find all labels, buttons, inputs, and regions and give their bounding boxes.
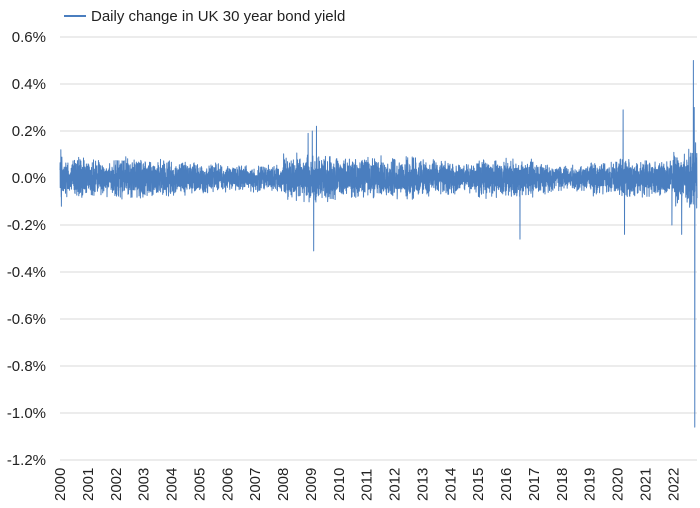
y-tick-label: -0.4%: [7, 264, 46, 281]
x-tick-label: 2022: [665, 468, 682, 501]
x-tick-label: 2011: [359, 469, 376, 501]
y-tick-label: 0.0%: [12, 170, 46, 187]
y-tick-label: -0.2%: [7, 217, 46, 234]
y-tick-label: 0.6%: [12, 29, 46, 46]
y-tick-label: 0.4%: [12, 76, 46, 93]
gridlines: [60, 36, 697, 461]
x-tick-label: 2019: [582, 468, 599, 501]
x-tick-label: 2010: [331, 468, 348, 501]
x-tick-label: 2012: [387, 468, 404, 501]
x-tick-label: 2002: [108, 468, 125, 501]
x-tick-label: 2008: [275, 468, 292, 501]
y-tick-label: -0.8%: [7, 358, 46, 375]
x-axis-tick-labels: 2000 2001 2002 2003 2004 2005 2006 2007 2008 2009…: [52, 468, 682, 501]
x-tick-label: 2003: [136, 468, 153, 501]
x-tick-label: 2015: [470, 468, 487, 501]
x-tick-label: 2005: [191, 468, 208, 501]
y-tick-label: -1.2%: [7, 452, 46, 469]
x-tick-label: 2017: [526, 468, 543, 501]
series-area: [59, 60, 698, 428]
x-tick-label: 2020: [610, 468, 627, 501]
y-tick-label: -0.6%: [7, 311, 46, 328]
legend-label: Daily change in UK 30 year bond yield: [91, 8, 345, 25]
y-tick-label: -1.0%: [7, 405, 46, 422]
y-axis-tick-labels: 0.6% 0.4% 0.2% 0.0% -0.2% -0.4% -0.6% -0.8% -1.0…: [7, 29, 46, 469]
y-tick-label: 0.2%: [12, 123, 46, 140]
legend: Daily change in UK 30 year bond yield: [64, 8, 345, 25]
x-tick-label: 2018: [554, 468, 571, 501]
series-line: [59, 60, 698, 428]
x-tick-label: 2000: [52, 468, 69, 501]
x-tick-label: 2021: [637, 468, 654, 501]
x-tick-label: 2004: [164, 468, 181, 501]
x-tick-label: 2009: [303, 468, 320, 501]
x-tick-label: 2014: [442, 468, 459, 501]
x-tick-label: 2007: [247, 468, 264, 501]
x-tick-label: 2006: [219, 468, 236, 501]
x-tick-label: 2001: [80, 468, 97, 501]
x-tick-label: 2013: [414, 468, 431, 501]
x-tick-label: 2016: [498, 468, 515, 501]
